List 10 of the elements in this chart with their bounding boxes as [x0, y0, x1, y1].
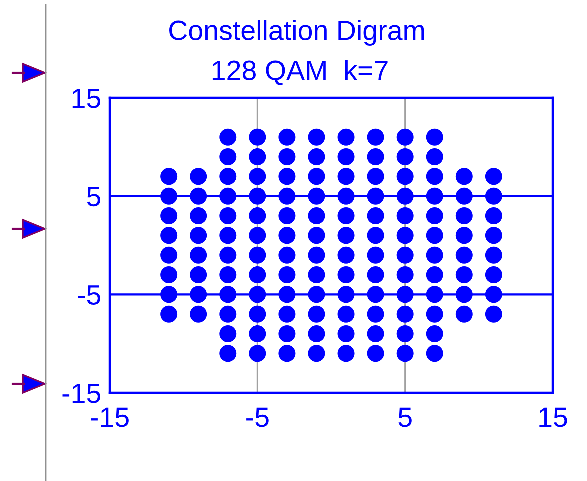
chart-subtitle: 128 QAM k=7 [212, 60, 388, 86]
x-tick-label: -15 [91, 408, 129, 428]
y-tick-label: -15 [62, 384, 101, 404]
x-tick-label: 5 [398, 408, 412, 428]
y-tick-label: 5 [87, 187, 101, 207]
chart-title: Constellation Digram [170, 20, 424, 46]
y-tick-label: 15 [72, 88, 101, 108]
y-tick-label: -5 [78, 286, 101, 306]
x-tick-label: 15 [540, 408, 568, 428]
x-tick-label: -5 [246, 408, 269, 428]
